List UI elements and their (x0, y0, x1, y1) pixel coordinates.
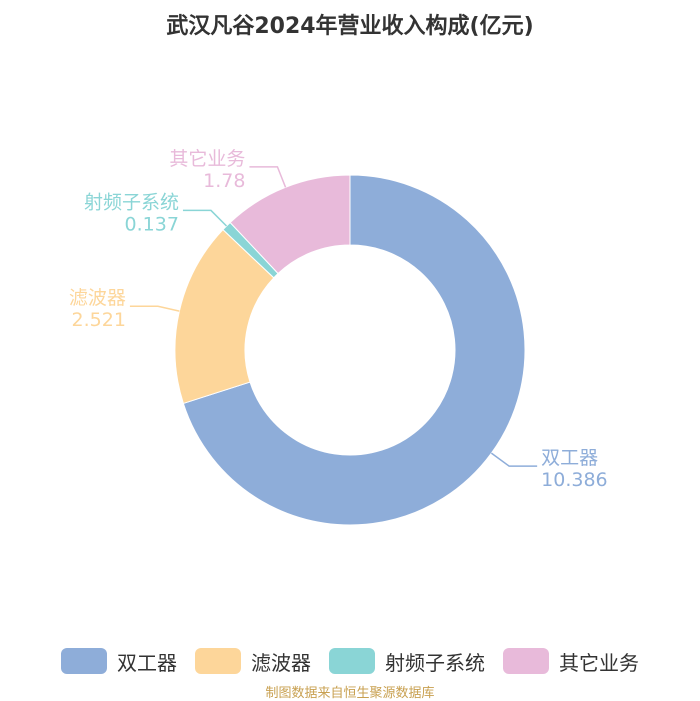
leader-line-2 (129, 305, 180, 312)
slice-label-4: 其它业务 (169, 148, 245, 170)
slices-group (174, 174, 526, 526)
legend-swatch-1 (61, 648, 107, 674)
legend-label-1: 双工器 (117, 650, 177, 675)
leader-line-1 (490, 452, 538, 467)
slice-label-2: 滤波器 (69, 287, 126, 309)
legend-label-4: 其它业务 (559, 650, 639, 675)
slice-value-3: 0.137 (125, 213, 179, 235)
slice-label-3: 射频子系统 (84, 191, 179, 213)
leader-line-4 (249, 166, 287, 188)
legend-swatch-2 (195, 648, 241, 674)
legend-label-3: 射频子系统 (385, 650, 485, 675)
slice-value-4: 1.78 (203, 170, 245, 192)
slice-1 (182, 174, 526, 526)
legend-item-3[interactable]: 射频子系统 (329, 647, 485, 676)
leader-line-3 (182, 209, 228, 227)
slice-label-1: 双工器 (541, 447, 598, 469)
legend-swatch-3 (329, 648, 375, 674)
slice-value-1: 10.386 (541, 469, 607, 491)
legend: 双工器 滤波器 射频子系统 其它业务 (0, 644, 700, 678)
source-note: 制图数据来自恒生聚源数据库 (265, 686, 435, 701)
slice-value-2: 2.521 (72, 309, 126, 331)
slice-4 (229, 174, 351, 275)
legend-item-1[interactable]: 双工器 (61, 647, 177, 676)
legend-item-4[interactable]: 其它业务 (503, 647, 639, 676)
legend-item-2[interactable]: 滤波器 (195, 647, 311, 676)
chart-title: 武汉凡谷2024年营业收入构成(亿元) (166, 14, 534, 39)
legend-label-2: 滤波器 (251, 650, 311, 675)
legend-swatch-4 (503, 648, 549, 674)
